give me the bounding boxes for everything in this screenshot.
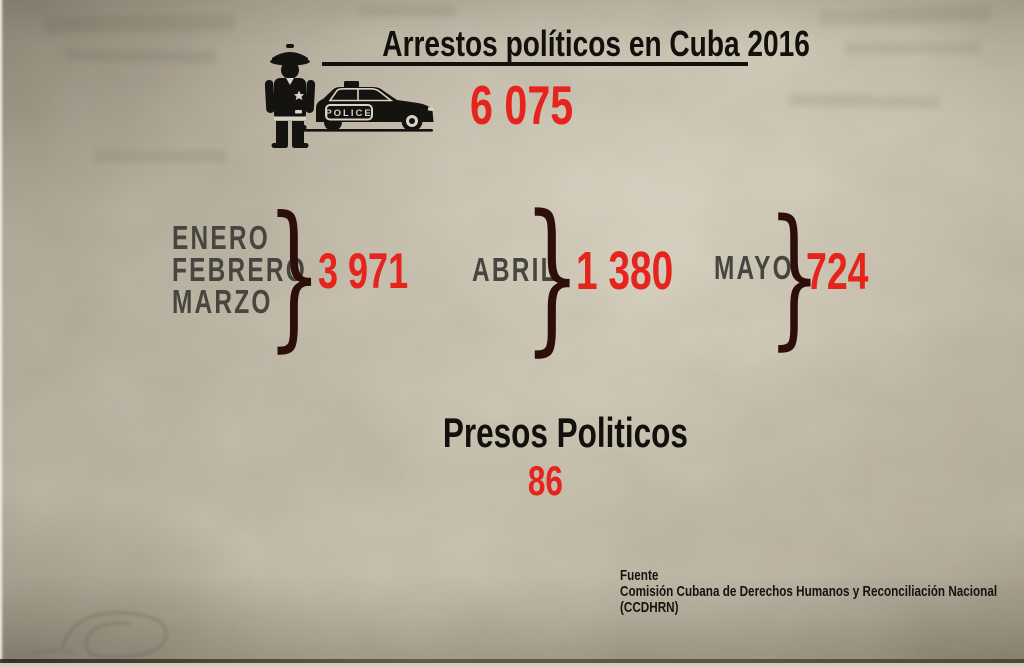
prisoners-value: 86 bbox=[527, 457, 563, 504]
group-trimester-value: 3 971 bbox=[318, 243, 409, 299]
group-april-value: 1 380 bbox=[576, 241, 674, 301]
prisoners-label: Presos Politicos bbox=[442, 409, 688, 456]
source-acronym: (CCDHRN) bbox=[620, 599, 679, 616]
police-car-label: POLICE bbox=[325, 108, 372, 119]
flourish-sketch bbox=[29, 611, 168, 659]
month-label-abril: ABRIL bbox=[472, 251, 558, 288]
page-title-text: Arrestos políticos en Cuba 2016 bbox=[382, 23, 810, 64]
brace-icon: } bbox=[523, 180, 581, 371]
month-label-febrero: FEBRERO bbox=[172, 251, 307, 288]
source-heading: Fuente bbox=[620, 567, 659, 584]
group-may-value: 724 bbox=[806, 243, 869, 301]
police-car-icon: POLICE bbox=[301, 81, 434, 132]
police-officer-icon bbox=[264, 44, 316, 148]
source-organization: Comisión Cubana de Derechos Humanos y Re… bbox=[620, 583, 998, 600]
total-arrests-value: 6 075 bbox=[470, 74, 574, 136]
group-trimester-months: ENERO FEBRERO MARZO bbox=[172, 219, 354, 320]
group-may-months: MAYO bbox=[714, 249, 822, 286]
brace-icon: } bbox=[266, 183, 322, 367]
source-block: Fuente Comisión Cubana de Derechos Human… bbox=[620, 568, 1020, 616]
page-edge-left bbox=[0, 0, 4, 667]
page-edge-bottom-light bbox=[0, 663, 1024, 667]
month-label-enero: ENERO bbox=[172, 219, 270, 256]
month-label-mayo: MAYO bbox=[714, 249, 794, 286]
page-edge-bottom-dark bbox=[0, 659, 1024, 663]
group-april-months: ABRIL bbox=[472, 251, 588, 288]
month-label-marzo: MARZO bbox=[172, 283, 273, 320]
brace-icon: } bbox=[767, 187, 821, 364]
page-title: Arrestos políticos en Cuba 2016 bbox=[322, 26, 810, 66]
